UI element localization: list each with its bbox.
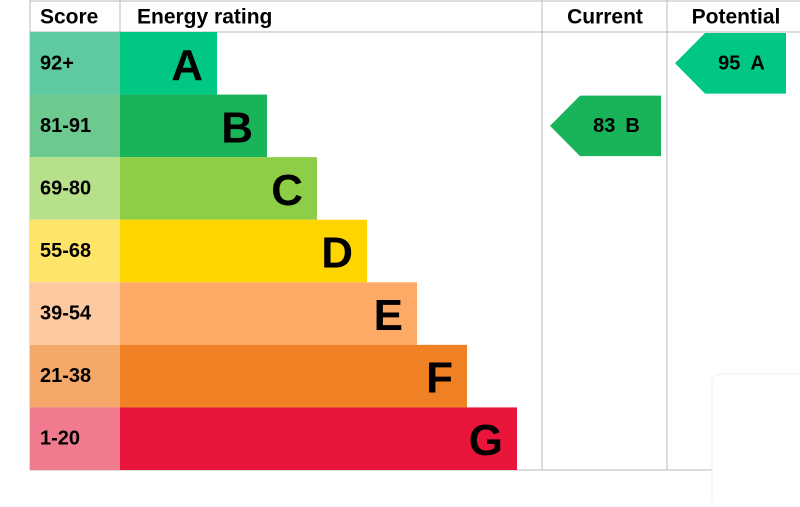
score-cell	[30, 32, 120, 95]
rating-bar	[120, 94, 267, 158]
score-cell	[30, 94, 120, 158]
potential-header: Potential	[692, 6, 781, 29]
overlay-panel	[711, 373, 800, 507]
rating-bar	[120, 157, 317, 220]
current-arrow	[550, 95, 661, 157]
score-label: 1-20	[40, 428, 80, 450]
rating-letter: E	[374, 291, 403, 340]
rating-letter: F	[426, 354, 453, 403]
score-label: 39-54	[40, 303, 92, 325]
potential-label: 95 A	[718, 52, 765, 74]
score-label: 21-38	[40, 365, 91, 387]
score-cell	[30, 407, 120, 470]
rating-header: Energy rating	[137, 6, 272, 29]
score-cell	[30, 157, 120, 220]
rating-letter: C	[271, 166, 303, 215]
rating-letter: A	[171, 41, 203, 90]
potential-value: 95	[718, 52, 740, 74]
current-value: 83	[593, 115, 615, 137]
rating-bar	[120, 282, 417, 345]
rating-letter: G	[469, 416, 503, 465]
rating-bar	[120, 407, 517, 470]
score-label: 81-91	[40, 115, 91, 137]
potential-arrow	[675, 33, 786, 94]
current-header: Current	[567, 6, 643, 29]
score-label: 69-80	[40, 177, 91, 199]
potential-band: A	[750, 52, 764, 74]
score-cell	[30, 282, 120, 345]
score-cell	[30, 219, 120, 283]
score-label: 92+	[40, 52, 74, 74]
rating-bar	[120, 344, 467, 408]
rating-letter: B	[221, 103, 253, 152]
score-cell	[30, 344, 120, 408]
rating-bar	[120, 32, 217, 95]
score-label: 55-68	[40, 240, 91, 262]
rating-letter: D	[321, 228, 353, 277]
rating-bar	[120, 219, 367, 283]
current-band: B	[625, 115, 639, 137]
current-label: 83 B	[593, 115, 640, 137]
score-header: Score	[40, 6, 98, 29]
